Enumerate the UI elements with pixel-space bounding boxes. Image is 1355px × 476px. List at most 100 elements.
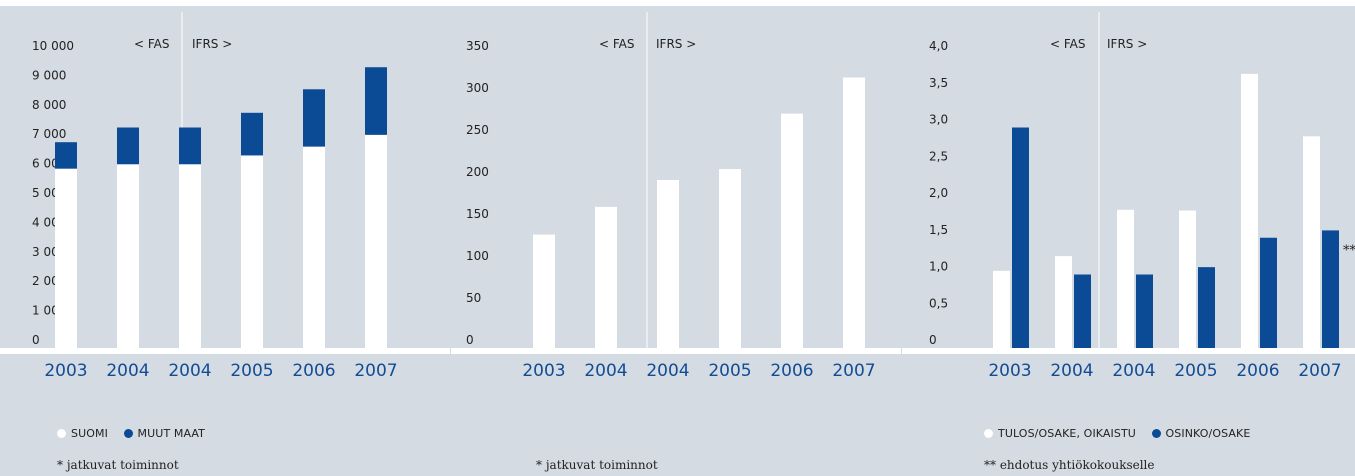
bar-suomi [365, 134, 387, 348]
y-tick-label: 2,5 [929, 149, 948, 163]
x-tick-label: 2003 [988, 361, 1031, 381]
bar [657, 180, 679, 348]
y-tick-label: 1,0 [929, 260, 948, 274]
y-tick-label: 0 [32, 333, 40, 347]
y-tick-label: 250 [466, 123, 489, 137]
legend-swatch-white [984, 429, 993, 438]
bar-tulos-osake [1241, 73, 1258, 348]
ifrs-annotation: IFRS > [1107, 37, 1147, 51]
ifrs-annotation: IFRS > [656, 37, 696, 51]
fas-annotation: < FAS [134, 37, 170, 51]
bar-muut-maat [365, 67, 387, 135]
x-tick-label: 2003 [522, 361, 565, 381]
y-tick-label: 2,0 [929, 186, 948, 200]
legend-item-osinko-osake: OSINKO/OSAKE [1151, 427, 1251, 440]
bar-suomi [55, 168, 77, 348]
y-tick-label: 0 [929, 333, 937, 347]
x-tick-label: 2006 [292, 361, 335, 381]
bar [719, 169, 741, 348]
bar-tulos-osake [993, 270, 1010, 348]
y-tick-label: 0,5 [929, 296, 948, 310]
bar [533, 234, 555, 348]
per-share-chart-panel: 0 0,5 1,0 1,5 2,0 2,5 3,0 3,5 4,0 < FAS IFRS > 2003… [902, 6, 1355, 476]
profit-chart-panel: 0 50 100 150 200 250 300 350 < FAS IFRS > 2003 2004… [451, 6, 901, 476]
chart-legend: SUOMI MUUT MAAT [57, 427, 217, 440]
bar-tulos-osake [1303, 136, 1320, 348]
bar-tulos-osake [1117, 209, 1134, 348]
legend-item-tulos-osake: TULOS/OSAKE, OIKAISTU [984, 427, 1136, 440]
legend-item-suomi: SUOMI [57, 427, 108, 440]
y-tick-label: 1,5 [929, 223, 948, 237]
bar-suomi [117, 164, 139, 348]
top-border [0, 0, 1355, 6]
x-axis-baseline [0, 348, 450, 354]
bar-suomi [179, 164, 201, 348]
x-tick-label: 2003 [44, 361, 87, 381]
bar-muut-maat [179, 127, 201, 165]
y-tick-label: 9 000 [32, 68, 66, 82]
legend-swatch-white [57, 429, 66, 438]
y-tick-label: 150 [466, 207, 489, 221]
y-tick-label: 8 000 [32, 98, 66, 112]
legend-label: OSINKO/OSAKE [1165, 427, 1251, 440]
bar-muut-maat [55, 142, 77, 169]
bar-muut-maat [117, 127, 139, 165]
chart-footnote: ** ehdotus yhtiökokoukselle [984, 458, 1155, 472]
bar-osinko-osake [1136, 274, 1153, 348]
x-tick-label: 2004 [584, 361, 627, 381]
y-tick-label: 10 000 [32, 39, 74, 53]
y-tick-label: 300 [466, 81, 489, 95]
x-tick-label: 2007 [354, 361, 397, 381]
x-tick-label: 2004 [168, 361, 211, 381]
legend-label: SUOMI [71, 427, 108, 440]
y-tick-label: 100 [466, 249, 489, 263]
bar-osinko-osake [1012, 127, 1029, 348]
legend-label: TULOS/OSAKE, OIKAISTU [998, 427, 1136, 440]
y-tick-label: 350 [466, 39, 489, 53]
y-tick-label: 0 [466, 333, 474, 347]
x-axis-baseline [451, 348, 901, 354]
x-tick-label: 2004 [1112, 361, 1155, 381]
x-tick-label: 2005 [230, 361, 273, 381]
fas-annotation: < FAS [1050, 37, 1086, 51]
x-tick-label: 2006 [770, 361, 813, 381]
y-tick-label: 4,0 [929, 39, 948, 53]
ifrs-annotation: IFRS > [192, 37, 232, 51]
y-tick-label: 3,5 [929, 76, 948, 90]
x-tick-label: 2005 [708, 361, 751, 381]
y-tick-label: 50 [466, 291, 481, 305]
legend-swatch-blue [1151, 429, 1161, 438]
x-tick-label: 2004 [646, 361, 689, 381]
fas-annotation: < FAS [599, 37, 635, 51]
bar-tulos-osake [1179, 210, 1196, 348]
bar-osinko-osake [1074, 274, 1091, 348]
chart-footnote: * jatkuvat toiminnot [57, 458, 179, 472]
bar-muut-maat [241, 112, 263, 156]
bar-tulos-osake [1055, 256, 1072, 348]
per-share-chart: 0 0,5 1,0 1,5 2,0 2,5 3,0 3,5 4,0 < FAS IFRS > 2003… [902, 12, 1355, 381]
x-tick-label: 2006 [1236, 361, 1279, 381]
x-tick-label: 2004 [1050, 361, 1093, 381]
bar-annotation: ** [1343, 243, 1355, 258]
x-axis-baseline [902, 348, 1355, 354]
x-tick-label: 2007 [1298, 361, 1341, 381]
x-tick-label: 2007 [832, 361, 875, 381]
profit-chart: 0 50 100 150 200 250 300 350 < FAS IFRS > 2003 2004… [451, 12, 901, 381]
y-tick-label: 200 [466, 165, 489, 179]
bar-muut-maat [303, 89, 325, 147]
legend-label: MUUT MAAT [137, 427, 205, 440]
bar-suomi [303, 146, 325, 348]
bar-osinko-osake [1260, 237, 1277, 348]
chart-footnote: * jatkuvat toiminnot [536, 458, 658, 472]
y-tick-label: 3,0 [929, 113, 948, 127]
x-tick-label: 2005 [1174, 361, 1217, 381]
bar-suomi [241, 155, 263, 348]
y-tick-label: 7 000 [32, 127, 66, 141]
bar-osinko-osake [1198, 267, 1215, 348]
bar [843, 77, 865, 349]
chart-legend: TULOS/OSAKE, OIKAISTU OSINKO/OSAKE [984, 427, 1262, 440]
legend-swatch-blue [123, 429, 133, 438]
bar [781, 113, 803, 348]
